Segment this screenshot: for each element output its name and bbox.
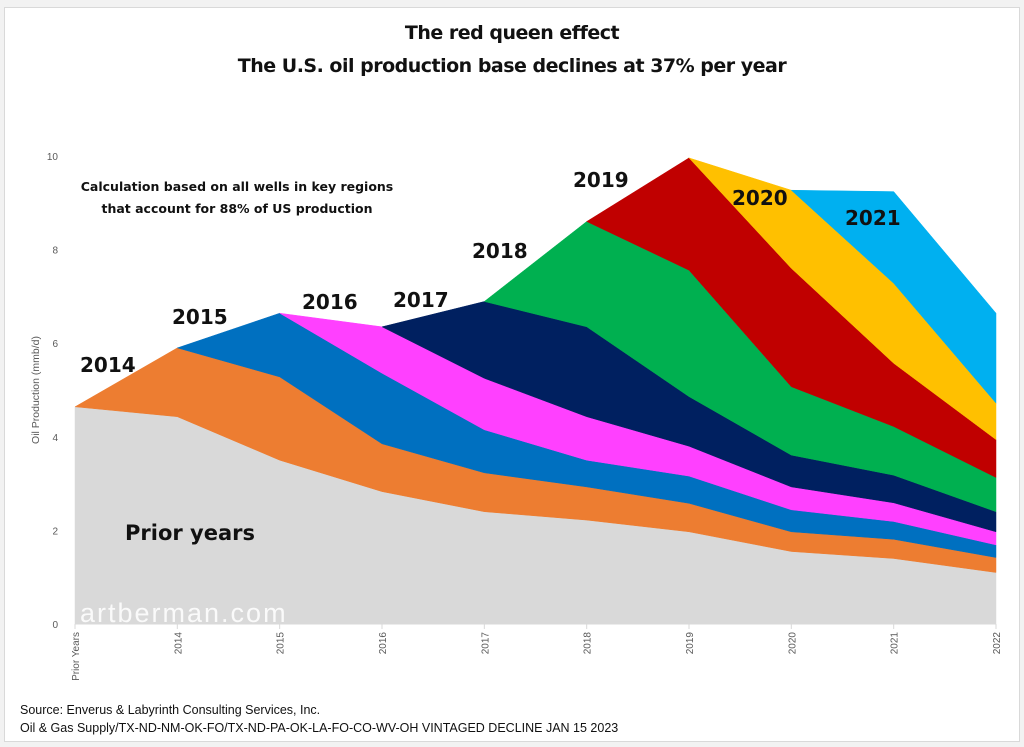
x-tick-label: 2021	[890, 632, 901, 655]
y-tick-label: 0	[52, 620, 58, 631]
watermark: artberman.com	[80, 598, 288, 628]
label-2017: 2017	[393, 288, 449, 312]
y-tick-label: 6	[52, 339, 58, 350]
y-tick-label: 8	[52, 246, 58, 257]
x-tick-label: 2019	[685, 632, 696, 655]
x-tick-label: 2022	[992, 632, 1003, 655]
area-layers	[74, 157, 997, 625]
x-tick-label: 2016	[378, 632, 389, 655]
y-tick-label: 4	[52, 433, 58, 444]
annotation: Calculation based on all wells in key re…	[81, 179, 394, 216]
label-prior-years: Prior years	[125, 521, 255, 545]
chart-subtitle: The U.S. oil production base declines at…	[237, 55, 787, 77]
label-2021: 2021	[845, 206, 901, 230]
y-tick-label: 2	[52, 526, 58, 537]
inline-labels: Prior years 2014 2015 2016 2017 2018 2019 2020 2…	[80, 168, 901, 545]
x-tick-label: 2020	[787, 632, 798, 655]
annotation-line-1: Calculation based on all wells in key re…	[81, 179, 394, 194]
label-2014: 2014	[80, 353, 136, 377]
x-tick-label: 2014	[173, 632, 184, 655]
label-2019: 2019	[573, 168, 629, 192]
area-2021	[790, 189, 997, 404]
label-2018: 2018	[472, 239, 528, 263]
annotation-line-2: that account for 88% of US production	[101, 201, 372, 216]
source-line-2: Oil & Gas Supply/TX-ND-NM-OK-FO/TX-ND-PA…	[20, 721, 619, 735]
axes: 0 2 4 6 8 10 Prior Years 2014 2015 2016 2017 2018 20…	[30, 152, 1003, 681]
chart-title: The red queen effect	[404, 22, 620, 44]
source-line-1: Source: Enverus & Labyrinth Consulting S…	[20, 703, 321, 717]
x-tick-label: Prior Years	[71, 632, 82, 681]
x-tick-label: 2018	[583, 632, 594, 655]
label-2015: 2015	[172, 305, 228, 329]
label-2020: 2020	[732, 186, 788, 210]
y-tick-label: 10	[47, 152, 59, 163]
x-tick-label: 2015	[276, 632, 287, 655]
label-2016: 2016	[302, 290, 358, 314]
x-tick-label: 2017	[480, 632, 491, 655]
y-axis-label: Oil Production (mmb/d)	[30, 336, 42, 444]
